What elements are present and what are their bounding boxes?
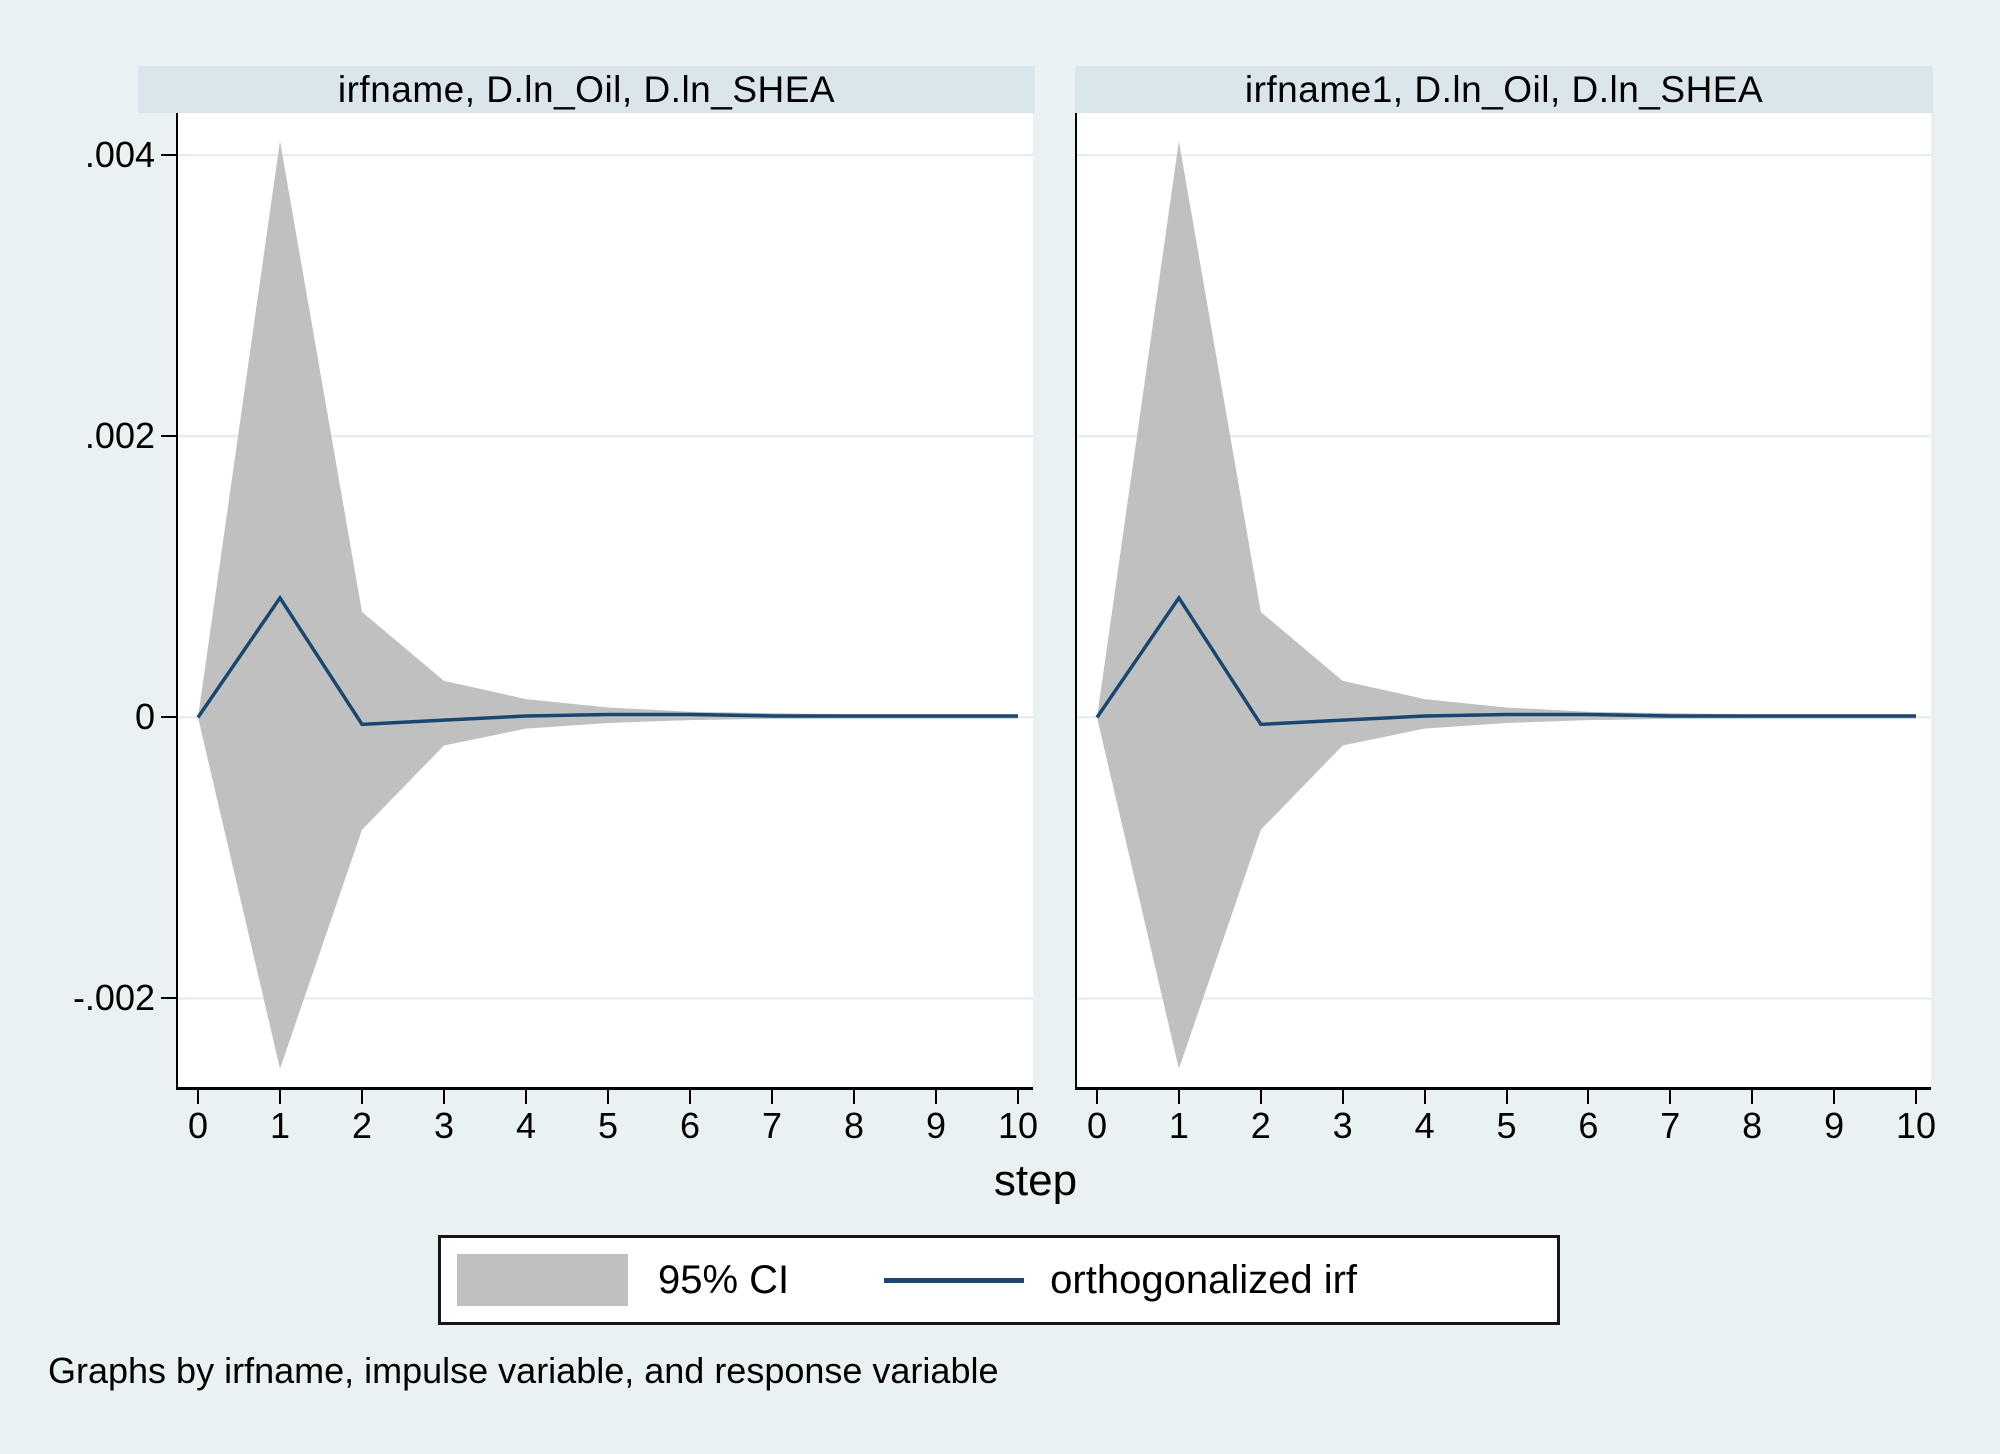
panel-title-irfname1: irfname1, D.ln_Oil, D.ln_SHEA bbox=[1075, 66, 1933, 113]
x-tick bbox=[1096, 1090, 1098, 1104]
y-tick bbox=[161, 435, 176, 438]
irf-line bbox=[196, 594, 1018, 727]
x-tick-label: 1 bbox=[1168, 1105, 1189, 1146]
x-axis-title: step bbox=[993, 1156, 1078, 1205]
x-tick-label: 9 bbox=[925, 1105, 947, 1146]
x-tick-label: 10 bbox=[997, 1105, 1039, 1146]
x-tick-label: 2 bbox=[1250, 1105, 1271, 1146]
y-tick bbox=[161, 997, 176, 1000]
x-tick-label: 1 bbox=[269, 1105, 291, 1146]
x-tick-label: 5 bbox=[1496, 1105, 1517, 1146]
x-tick-label: 7 bbox=[1660, 1105, 1681, 1146]
x-tick-label: 4 bbox=[515, 1105, 537, 1146]
x-tick bbox=[935, 1090, 937, 1104]
x-tick bbox=[1341, 1090, 1344, 1104]
plot-region-irfname bbox=[176, 113, 1033, 1090]
legend-label-ci: 95% CI bbox=[658, 1257, 790, 1302]
legend-label-irf: orthogonalized irf bbox=[1050, 1257, 1358, 1302]
x-tick bbox=[525, 1090, 527, 1104]
y-tick-label: -.002 bbox=[72, 977, 155, 1019]
x-tick bbox=[1587, 1090, 1590, 1104]
x-tick bbox=[607, 1090, 609, 1104]
x-tick-label: 3 bbox=[433, 1105, 455, 1146]
by-graph-caption: Graphs by irfname, impulse variable, and… bbox=[48, 1350, 999, 1391]
x-tick bbox=[689, 1090, 691, 1104]
y-tick-label: 0 bbox=[134, 696, 155, 738]
x-tick bbox=[1669, 1090, 1672, 1104]
y-tick bbox=[161, 154, 176, 157]
y-tick-label: .002 bbox=[84, 415, 155, 457]
ci-band-swatch bbox=[457, 1254, 628, 1306]
y-tick bbox=[161, 716, 176, 719]
irf-line bbox=[1095, 594, 1916, 727]
x-tick bbox=[1017, 1090, 1019, 1104]
panel-title-irfname: irfname, D.ln_Oil, D.ln_SHEA bbox=[138, 66, 1035, 113]
irf-chart-irfname1 bbox=[1077, 141, 1931, 1069]
x-tick bbox=[361, 1090, 363, 1104]
x-tick-label: 4 bbox=[1414, 1105, 1435, 1146]
x-tick bbox=[443, 1090, 445, 1104]
y-tick-label: .004 bbox=[84, 134, 155, 176]
x-tick bbox=[1505, 1090, 1508, 1104]
x-tick-label: 8 bbox=[1742, 1105, 1763, 1146]
x-tick bbox=[279, 1090, 281, 1104]
irf-chart-irfname bbox=[178, 141, 1033, 1069]
ci-band bbox=[1097, 141, 1916, 1069]
x-tick-label: 7 bbox=[761, 1105, 783, 1146]
x-tick-label: 0 bbox=[1086, 1105, 1108, 1146]
plot-region-irfname1 bbox=[1075, 113, 1931, 1090]
x-tick bbox=[1423, 1090, 1426, 1104]
x-tick-label: 9 bbox=[1824, 1105, 1845, 1146]
ci-band bbox=[198, 141, 1018, 1069]
x-tick-label: 5 bbox=[597, 1105, 619, 1146]
x-tick bbox=[771, 1090, 773, 1104]
x-tick bbox=[1915, 1090, 1917, 1104]
x-tick bbox=[1177, 1090, 1180, 1104]
x-tick-label: 3 bbox=[1332, 1105, 1353, 1146]
x-tick bbox=[1751, 1090, 1754, 1104]
x-tick bbox=[853, 1090, 855, 1104]
x-tick-label: 6 bbox=[1578, 1105, 1599, 1146]
x-tick-label: 2 bbox=[351, 1105, 373, 1146]
x-tick-label: 0 bbox=[187, 1105, 209, 1146]
irf-line-swatch bbox=[884, 1277, 1025, 1283]
x-tick-label: 8 bbox=[843, 1105, 865, 1146]
x-tick-label: 6 bbox=[679, 1105, 701, 1146]
x-tick-label: 10 bbox=[1895, 1105, 1937, 1146]
x-tick bbox=[1259, 1090, 1262, 1104]
legend-box: 95% CI orthogonalized irf bbox=[438, 1235, 1560, 1325]
x-tick bbox=[197, 1090, 199, 1104]
x-tick bbox=[1833, 1090, 1836, 1104]
